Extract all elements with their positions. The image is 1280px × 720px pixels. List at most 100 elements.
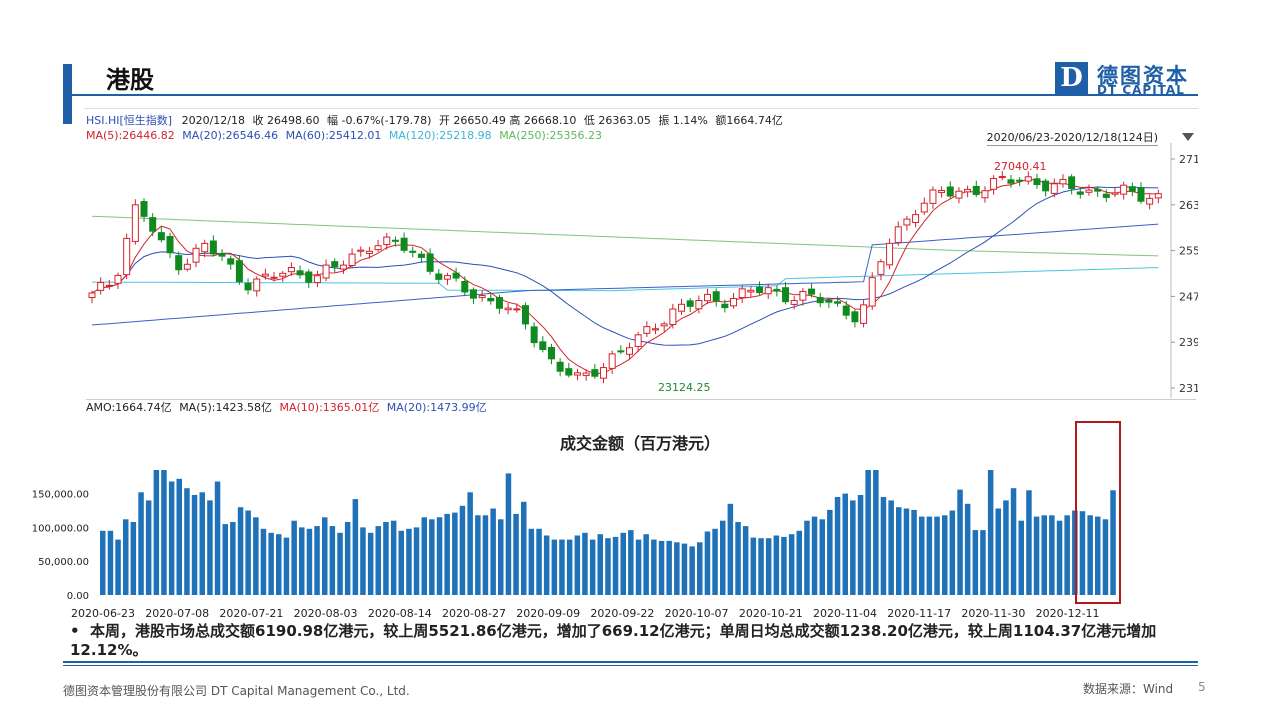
bar-y-tick: 50,000.00 <box>38 557 89 568</box>
candle-body <box>131 204 139 242</box>
bar <box>1049 515 1055 595</box>
bar <box>651 539 657 595</box>
bar <box>352 499 359 595</box>
bar <box>214 481 221 595</box>
candle-body <box>235 260 243 283</box>
candle-body <box>209 240 217 255</box>
candle-body <box>391 239 399 242</box>
ma250-label: MA(250):25356.23 <box>499 129 602 142</box>
candle-body <box>1068 176 1076 190</box>
candle-body <box>912 214 920 223</box>
candle-body <box>261 273 269 277</box>
candle-body <box>920 202 928 213</box>
candle-body <box>981 190 989 199</box>
bar <box>727 503 734 595</box>
bar <box>1010 488 1017 595</box>
page-number: 5 <box>1198 680 1206 694</box>
price-tick: 23900 <box>1179 336 1198 349</box>
candle-body <box>1137 187 1145 202</box>
quote-amplitude: 振 1.14% <box>658 114 708 127</box>
bar <box>788 534 795 595</box>
bar <box>145 500 152 595</box>
bar <box>498 519 504 595</box>
candle-body <box>790 300 798 305</box>
bar <box>972 530 979 595</box>
bar <box>635 539 642 595</box>
bar <box>207 500 213 595</box>
candle-body <box>851 311 859 323</box>
candle-body <box>452 272 460 279</box>
bar <box>773 535 780 595</box>
bar <box>1041 515 1047 595</box>
price-tick: 26300 <box>1179 199 1198 212</box>
bar <box>429 519 435 595</box>
quote-open: 开 26650.49 <box>438 114 506 127</box>
candle-body <box>1024 176 1032 182</box>
candle-body <box>305 271 313 283</box>
footer-divider-thin <box>63 665 1198 666</box>
bar <box>605 538 611 595</box>
bar <box>421 517 427 595</box>
bar <box>536 528 542 595</box>
bar-x-tick: 2020-07-08 <box>145 607 209 620</box>
candle-body <box>652 328 660 331</box>
candle-body <box>582 372 590 376</box>
bar <box>957 489 963 595</box>
ma5-line <box>91 178 1159 375</box>
amo-legend-line: AMO:1664.74亿 MA(5):1423.58亿 MA(10):1365.… <box>86 399 1196 415</box>
candle-body <box>903 218 911 226</box>
bar <box>260 528 267 595</box>
bar <box>168 481 175 595</box>
bar <box>628 530 634 595</box>
bar <box>383 522 389 595</box>
candle-body <box>1128 186 1136 192</box>
footer-source: 数据来源：Wind <box>1083 682 1174 696</box>
bar <box>1033 516 1040 595</box>
price-tick: 23100 <box>1179 382 1198 395</box>
candle-body <box>1094 188 1102 192</box>
bar-x-tick: 2020-08-14 <box>368 607 432 620</box>
turnover-bars <box>100 470 1116 595</box>
candle-body <box>166 235 174 254</box>
bar <box>375 526 381 595</box>
candle-body <box>1050 183 1058 194</box>
candle-body <box>964 188 972 193</box>
amo-ma10-label: MA(10):1365.01亿 <box>279 401 380 414</box>
candle-body <box>383 236 391 246</box>
candle-body <box>530 326 538 344</box>
candle-body <box>287 267 295 273</box>
candle-body <box>860 304 868 324</box>
bar <box>643 534 649 595</box>
candle-body <box>972 185 980 195</box>
candle-body <box>1085 189 1093 193</box>
bar <box>589 539 596 595</box>
candle-body <box>88 292 96 299</box>
bar <box>337 532 343 595</box>
chevron-down-icon[interactable] <box>1182 133 1194 141</box>
bar <box>475 515 481 595</box>
bar <box>100 530 106 595</box>
bar <box>865 470 871 595</box>
bar <box>842 493 848 595</box>
bar <box>1056 520 1063 595</box>
bar <box>329 526 336 595</box>
candle-body <box>365 250 373 254</box>
bar <box>681 543 688 595</box>
candle-body <box>279 272 287 277</box>
bar-y-tick: 100,000.00 <box>32 523 89 534</box>
candle-body <box>721 303 729 309</box>
bar-y-tick: 0.00 <box>67 591 89 602</box>
candle-body <box>799 290 807 301</box>
candle-body <box>218 253 226 257</box>
bar <box>582 532 588 595</box>
bar <box>398 530 404 595</box>
candle-body <box>712 291 720 302</box>
bar <box>758 538 764 595</box>
bar <box>161 470 167 595</box>
bar <box>559 539 565 595</box>
bar-x-tick: 2020-11-17 <box>887 607 951 620</box>
bar <box>306 528 313 595</box>
candle-body <box>322 264 330 279</box>
bar-y-tick: 150,000.00 <box>32 490 89 501</box>
bar <box>811 516 818 595</box>
